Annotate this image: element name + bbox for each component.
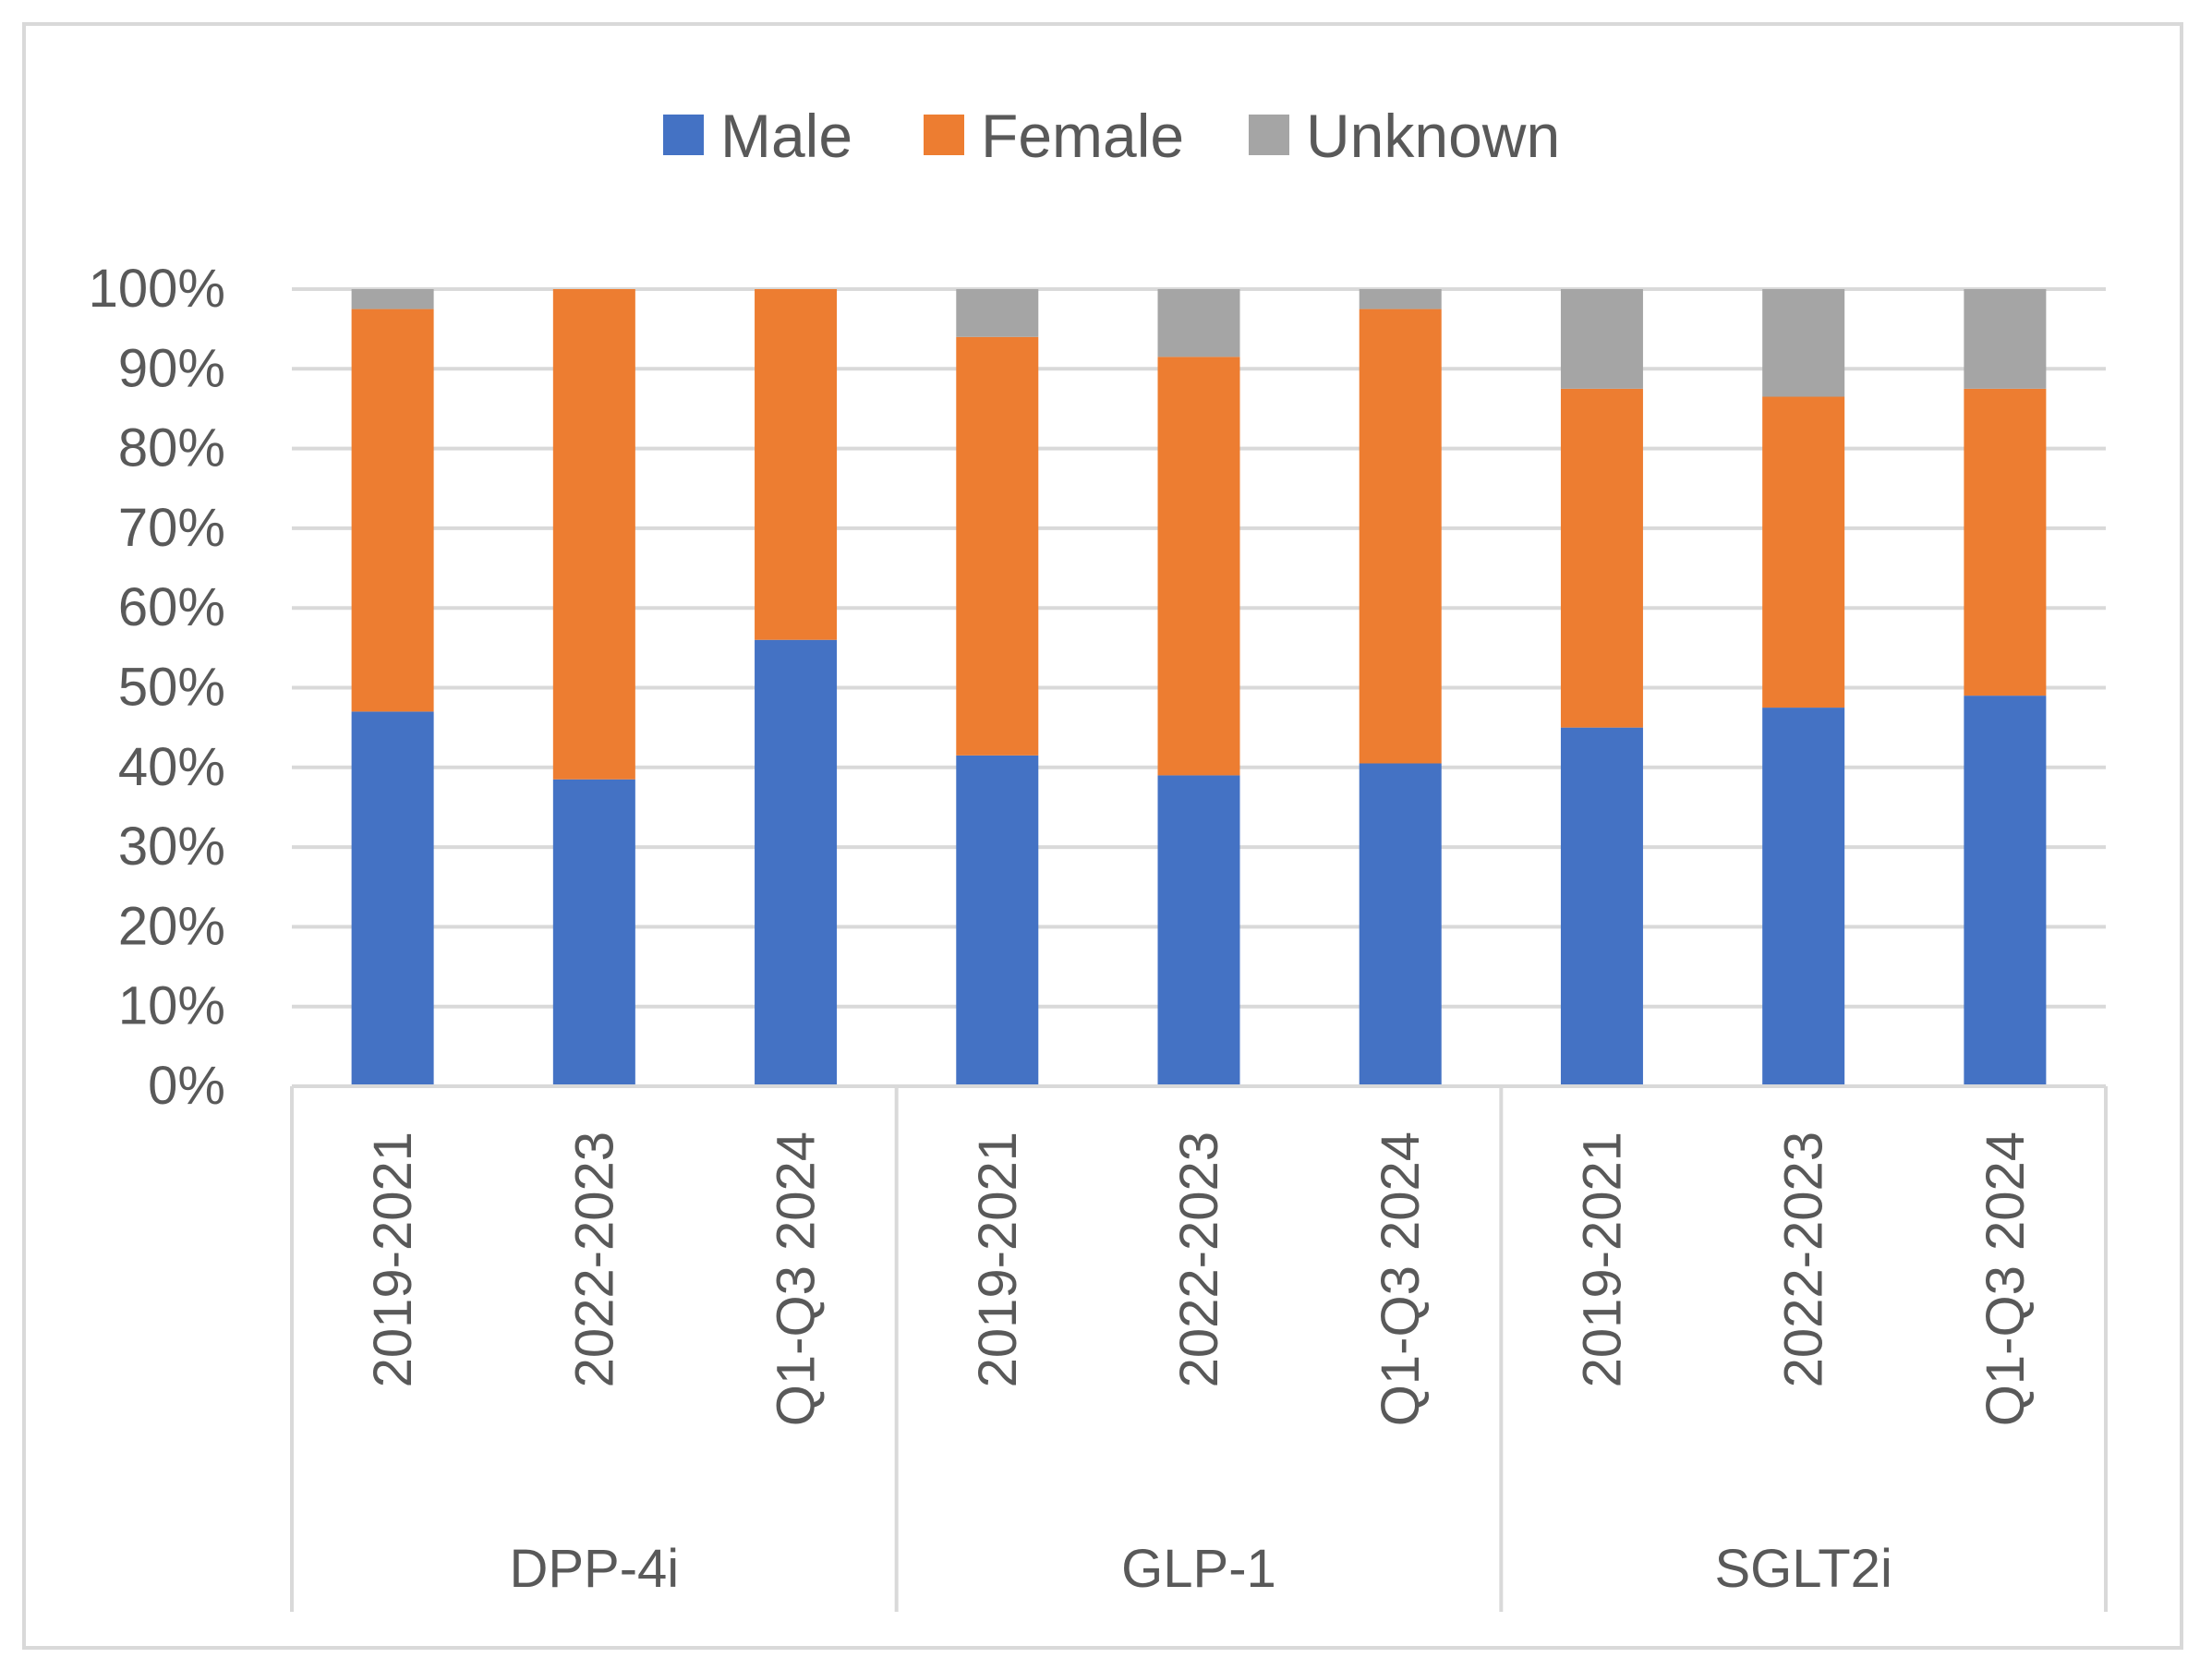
x-category-label: 2022-2023: [1169, 1131, 1229, 1387]
legend-swatch-male: [663, 115, 704, 155]
bar-male-segment: [1560, 727, 1643, 1086]
x-category-label: Q1-Q3 2024: [767, 1131, 827, 1426]
bar-female-segment: [552, 289, 635, 780]
bar-male-segment: [1964, 696, 2047, 1086]
x-category-label: 2022-2023: [564, 1131, 624, 1387]
bar-male-segment: [351, 711, 434, 1086]
bar-male-segment: [1359, 763, 1442, 1086]
x-category-label: 2019-2021: [1572, 1131, 1632, 1387]
y-tick-label: 0%: [148, 1056, 225, 1116]
y-tick-label: 90%: [118, 338, 225, 398]
bar-unknown-segment: [1359, 289, 1442, 309]
y-axis-tick-labels: 0% 10% 20% 30% 40% 50% 60% 70% 80% 90% 100%: [89, 259, 225, 1116]
x-group-label: SGLT2i: [1715, 1539, 1892, 1599]
bar-unknown-segment: [1964, 289, 2047, 389]
category-axis: 2019-2021 2022-2023 Q1-Q3 2024 2019-2021 202…: [290, 1084, 2108, 1612]
bar-unknown-segment: [1762, 289, 1845, 397]
bar-female-segment: [351, 309, 434, 712]
legend-label-female: Female: [981, 102, 1184, 170]
bar-female-segment: [1359, 309, 1442, 764]
x-category-label: Q1-Q3 2024: [1976, 1131, 2036, 1426]
legend-swatch-female: [924, 115, 964, 155]
x-category-label: 2022-2023: [1774, 1131, 1834, 1387]
legend-label-unknown: Unknown: [1306, 102, 1560, 170]
y-tick-label: 70%: [118, 498, 225, 558]
bar-female-segment: [1560, 388, 1643, 728]
legend-swatch-unknown: [1249, 115, 1289, 155]
y-tick-label: 100%: [89, 259, 225, 319]
y-tick-label: 20%: [118, 896, 225, 956]
x-category-label: 2019-2021: [968, 1131, 1028, 1387]
bar-unknown-segment: [1560, 289, 1643, 389]
y-tick-label: 50%: [118, 658, 225, 718]
bar-unknown-segment: [1157, 289, 1240, 357]
bar-female-segment: [1157, 357, 1240, 776]
x-category-label: Q1-Q3 2024: [1371, 1131, 1431, 1426]
bar-female-segment: [755, 289, 838, 640]
y-tick-label: 80%: [118, 418, 225, 478]
x-group-label: DPP-4i: [509, 1539, 679, 1599]
y-tick-label: 40%: [118, 737, 225, 797]
bar-unknown-segment: [956, 289, 1039, 337]
bar-female-segment: [1762, 396, 1845, 708]
bar-male-segment: [552, 779, 635, 1086]
bar-male-segment: [755, 639, 838, 1086]
x-group-label: GLP-1: [1121, 1539, 1276, 1599]
bar-male-segment: [1157, 775, 1240, 1086]
bar-female-segment: [956, 336, 1039, 756]
legend-label-male: Male: [720, 102, 852, 170]
y-tick-label: 60%: [118, 577, 225, 637]
legend: Male Female Unknown: [663, 102, 1560, 170]
bar-unknown-segment: [351, 289, 434, 309]
bar-female-segment: [1964, 388, 2047, 696]
bars: [351, 289, 2047, 1086]
x-category-label: 2019-2021: [363, 1131, 423, 1387]
y-tick-label: 30%: [118, 817, 225, 877]
bar-male-segment: [956, 755, 1039, 1086]
bar-male-segment: [1762, 708, 1845, 1086]
y-tick-label: 10%: [118, 976, 225, 1036]
